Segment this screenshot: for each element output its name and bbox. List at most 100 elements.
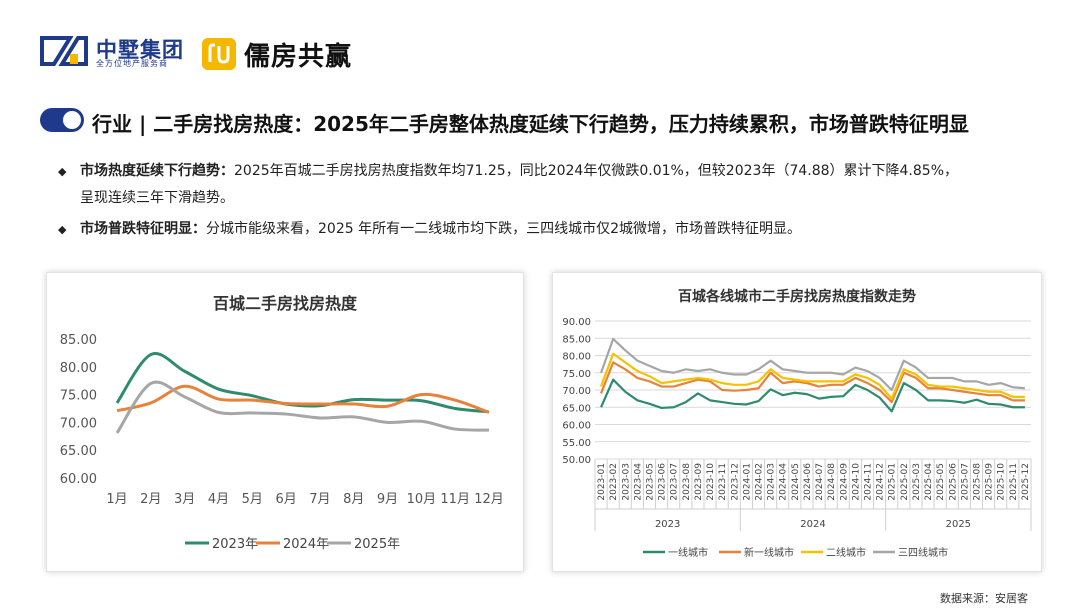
y-tick-label: 80.00 [562, 352, 591, 363]
series-line-二线城市 [600, 352, 1025, 400]
x-tick-label: 10月 [407, 492, 437, 507]
legend-label: 2024年 [283, 537, 329, 552]
x-tick-label: 1月 [106, 492, 127, 507]
y-tick-label: 50.00 [562, 455, 591, 466]
y-tick-label: 85.00 [60, 333, 97, 348]
bullet-decline: ◆ 市场普跌特征明显：分城市能级来看，2025 年所有一二线城市均下跌，三四线城市… [58, 216, 1048, 243]
legend-label: 一线城市 [668, 546, 708, 559]
bullet-label: 市场热度延续下行趋势： [80, 163, 234, 179]
x-tick-label: 2025-07 [960, 463, 970, 501]
y-tick-label: 60.00 [562, 421, 591, 432]
diamond-icon: ◆ [58, 223, 67, 236]
data-source: 数据来源：安居客 [940, 592, 1028, 605]
y-tick-label: 70.00 [60, 416, 97, 431]
x-tick-label: 2023-12 [730, 463, 740, 501]
x-tick-label: 2023-07 [670, 463, 680, 501]
chart-title: 百城各线城市二手房找房热度指数走势 [678, 288, 916, 305]
x-tick-label: 4月 [208, 492, 229, 507]
chart-tier-heat: 百城各线城市二手房找房热度指数走势 50.00 55.00 60.00 65.00 70.… [562, 288, 1032, 559]
series-line-2024年 [116, 384, 490, 414]
bullet-text: 分城市能级来看，2025 年所有一二线城市均下跌，三四线城市仅2城微增，市场普跌… [206, 221, 801, 237]
x-tick-label: 2023-11 [718, 463, 728, 501]
x-tick-label: 2024-03 [767, 463, 777, 501]
ru-logo-icon [202, 38, 236, 70]
x-tick-label: 2025-01 [888, 463, 898, 501]
series-line-新一线城市 [600, 361, 1025, 404]
x-tick-label: 2023-10 [706, 463, 716, 501]
x-tick-label: 2023-06 [658, 463, 668, 501]
x-tick-label: 2024-04 [779, 463, 789, 501]
zy-logo-icon [40, 36, 88, 66]
x-tick-label: 2023-03 [621, 463, 631, 501]
legend-label: 2023年 [212, 537, 258, 552]
x-tick-label: 2024-06 [803, 463, 813, 501]
y-tick-label: 65.00 [60, 444, 97, 459]
y-tick-label: 75.00 [60, 389, 97, 404]
x-tick-label: 2025-12 [1021, 463, 1031, 501]
series-line-三四线城市 [600, 337, 1026, 392]
x-tick-label: 2023-05 [646, 463, 656, 501]
year-group-label: 2024 [800, 519, 825, 530]
x-tick-label: 2024-07 [815, 463, 825, 501]
brand-name: 中墅集团 [96, 38, 184, 62]
x-tick-label: 2024-11 [864, 463, 874, 501]
y-tick-label: 80.00 [60, 361, 97, 376]
page-title: 行业 | 二手房找房热度：2025年二手房整体热度延续下行趋势，压力持续累积，市… [92, 112, 969, 136]
x-tick-label: 2024-02 [755, 463, 765, 501]
chart-title: 百城二手房找房热度 [213, 294, 358, 313]
x-tick-label: 2025-11 [1009, 463, 1019, 501]
x-tick-label: 12月 [474, 492, 504, 507]
x-tick-label: 11月 [440, 492, 470, 507]
x-tick-label: 2025-02 [900, 463, 910, 501]
x-tick-label: 2025-06 [948, 463, 958, 501]
y-tick-label: 60.00 [60, 472, 97, 487]
bullet-label: 市场普跌特征明显： [80, 221, 206, 237]
x-tick-label: 2024-09 [839, 463, 849, 501]
x-tick-label: 6月 [275, 492, 296, 507]
x-tick-label: 2023-01 [597, 463, 607, 501]
x-tick-label: 2025-05 [936, 463, 946, 501]
x-tick-label: 3月 [174, 492, 195, 507]
series-line-一线城市 [600, 378, 1025, 413]
x-tick-label: 5月 [242, 492, 263, 507]
bullet-continuation: 呈现连续三年下滑趋势。 [80, 190, 234, 206]
y-tick-label: 70.00 [562, 386, 591, 397]
x-tick-label: 7月 [309, 492, 330, 507]
x-tick-label: 2024-08 [827, 463, 837, 501]
legend-label: 新一线城市 [744, 546, 794, 559]
x-tick-label: 2023-08 [682, 463, 692, 501]
toggle-knob [63, 111, 81, 129]
brand-subtitle: 全方位地产服务商 [96, 59, 168, 68]
y-tick-label: 65.00 [562, 403, 591, 414]
series-line-2023年 [115, 352, 490, 414]
legend-label: 三四线城市 [898, 546, 948, 559]
x-tick-label: 2024-01 [742, 463, 752, 501]
diamond-icon: ◆ [58, 165, 67, 178]
x-tick-label: 2月 [140, 492, 161, 507]
x-tick-label: 2023-04 [633, 463, 643, 501]
x-tick-label: 2023-02 [609, 463, 619, 501]
x-tick-label: 2025-10 [997, 463, 1007, 501]
y-tick-label: 75.00 [562, 369, 591, 380]
x-tick-label: 2025-03 [912, 463, 922, 501]
x-tick-label: 2024-05 [791, 463, 801, 501]
partner-brand: 儒房共赢 [244, 42, 353, 72]
series-line-2025年 [115, 380, 490, 434]
y-tick-label: 85.00 [562, 334, 591, 345]
legend-label: 2025年 [354, 537, 400, 552]
bullet-trend: ◆ 市场热度延续下行趋势：2025年百城二手房找房热度指数年均71.25，同比20… [58, 158, 1048, 211]
legend-label: 二线城市 [826, 546, 866, 559]
chart-yearly-heat: 百城二手房找房热度 60.00 65.00 70.00 75.00 80.00 85.00 1… [60, 294, 504, 552]
bullet-text: 2025年百城二手房找房热度指数年均71.25，同比2024年仅微跌0.01%，… [234, 163, 958, 179]
year-group-label: 2023 [655, 519, 680, 530]
x-tick-label: 2024-10 [851, 463, 861, 501]
x-tick-label: 9月 [377, 492, 398, 507]
y-tick-label: 55.00 [562, 438, 591, 449]
chart-panel-tiers: 百城各线城市二手房找房热度指数走势 50.00 55.00 60.00 65.00 70.… [552, 272, 1042, 572]
y-tick-label: 90.00 [562, 317, 591, 328]
x-tick-label: 8月 [343, 492, 364, 507]
year-group-label: 2025 [946, 519, 971, 530]
x-tick-label: 2025-08 [973, 463, 983, 501]
x-tick-label: 2023-09 [694, 463, 704, 501]
x-tick-label: 2024-12 [876, 463, 886, 501]
